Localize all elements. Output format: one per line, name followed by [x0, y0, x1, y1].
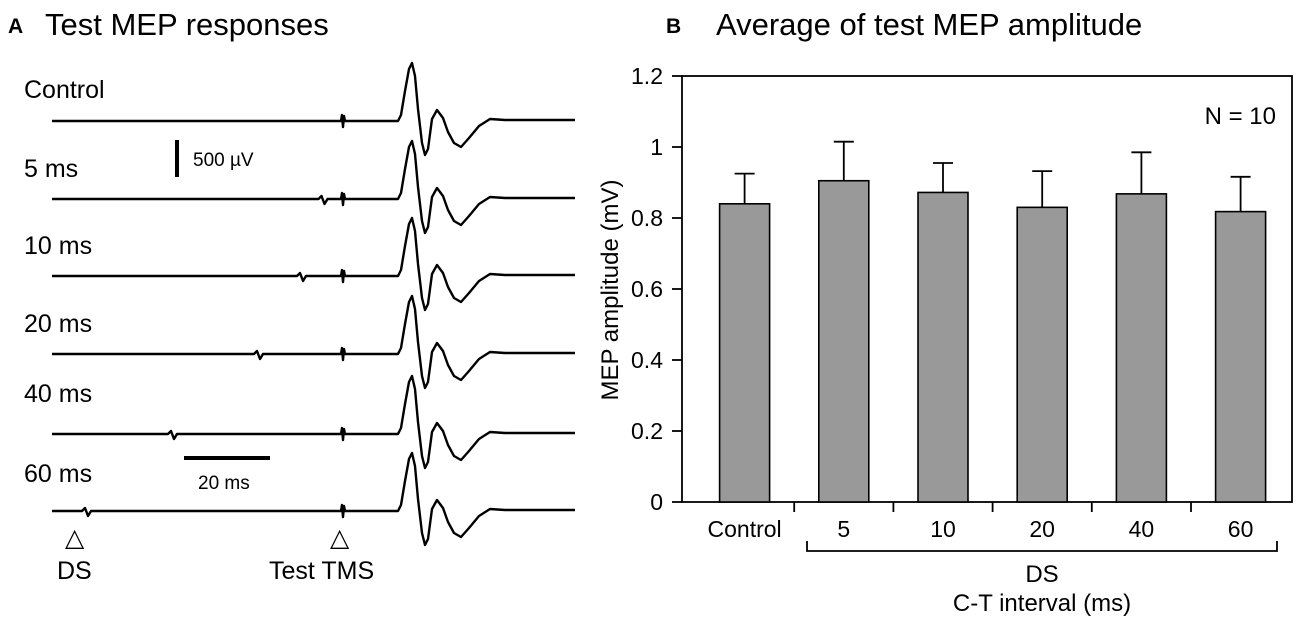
y-axis-title: MEP amplitude (mV) [597, 180, 624, 401]
panel-b: B Average of test MEP amplitude MEP ampl… [597, 7, 1293, 617]
plot-frame [681, 75, 1293, 503]
bar-60 [1214, 210, 1267, 503]
x-axis-title: C-T interval (ms) [953, 590, 1131, 617]
category-label: 40 [1129, 516, 1155, 542]
mep-trace-10ms [52, 216, 575, 312]
test-tms-marker-label: Test TMS [269, 557, 374, 585]
category-label: 60 [1228, 516, 1254, 542]
error-bar-60 [1230, 175, 1251, 212]
x-axis-categories: Control 5 10 20 40 60 [708, 502, 1254, 542]
amplitude-scale-label: 500 µV [193, 150, 254, 171]
panel-b-title: Average of test MEP amplitude [716, 7, 1142, 42]
y-tick-label: 0.4 [631, 347, 663, 373]
error-bar-20 [1032, 170, 1053, 208]
trace-label-60ms: 60 ms [24, 460, 92, 488]
test-tms-marker-icon: △ [330, 524, 350, 552]
mep-trace-20ms [52, 294, 575, 390]
category-label: 10 [930, 516, 956, 542]
error-bar-5 [833, 140, 854, 181]
trace-label-5ms: 5 ms [24, 155, 78, 183]
trace-label-40ms: 40 ms [24, 380, 92, 408]
ds-marker-icon: △ [65, 524, 85, 552]
category-label: Control [708, 516, 782, 542]
trace-label-control: Control [24, 76, 105, 104]
sample-size-annotation: N = 10 [1205, 103, 1276, 130]
panel-b-letter: B [666, 15, 681, 38]
error-bar-10 [933, 162, 953, 193]
error-bars [734, 140, 1251, 212]
y-tick-label: 0 [650, 489, 663, 515]
bar-40 [1115, 193, 1168, 503]
y-tick-label: 1 [650, 134, 663, 160]
y-tick-label: 0.2 [631, 418, 663, 444]
panel-a: A Test MEP responses Control 5 ms 10 ms … [8, 7, 575, 585]
panel-a-title: Test MEP responses [45, 7, 329, 42]
error-bar-40 [1131, 151, 1152, 194]
mep-trace-5ms [52, 139, 575, 235]
trace-label-20ms: 20 ms [24, 310, 92, 338]
bar-control [718, 203, 771, 503]
y-tick-label: 0.8 [631, 205, 663, 231]
error-bar-control [734, 172, 755, 204]
mep-trace-60ms [52, 451, 575, 547]
y-tick-label: 1.2 [631, 63, 663, 89]
ds-bracket [806, 541, 1278, 552]
category-label: 5 [837, 516, 850, 542]
ds-group-label: DS [1025, 561, 1058, 588]
time-scale-label: 20 ms [198, 473, 250, 494]
y-axis-ticks: 0 0.2 0.4 0.6 0.8 1 1.2 [631, 63, 682, 515]
mep-trace-40ms [52, 374, 575, 470]
category-label: 20 [1029, 516, 1055, 542]
bars [718, 179, 1267, 503]
bar-10 [917, 191, 969, 503]
mep-trace-control [52, 61, 575, 157]
bar-5 [817, 179, 870, 503]
y-tick-label: 0.6 [631, 276, 663, 302]
bar-20 [1016, 206, 1069, 503]
panel-a-letter: A [8, 15, 23, 38]
ds-marker-label: DS [57, 557, 92, 585]
trace-label-10ms: 10 ms [24, 232, 92, 260]
mep-traces [52, 61, 575, 547]
